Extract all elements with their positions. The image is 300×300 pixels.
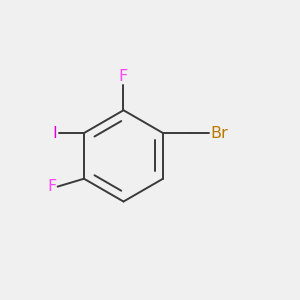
Text: F: F [47,179,56,194]
Text: Br: Br [210,126,228,141]
Text: I: I [53,126,58,141]
Text: F: F [119,69,128,84]
